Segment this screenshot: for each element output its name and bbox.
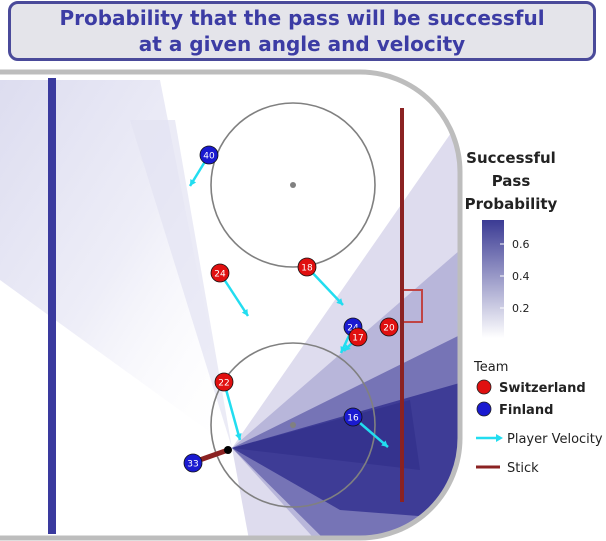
velocity-arrowhead-24 xyxy=(340,346,347,353)
legend-switzerland-label: Switzerland xyxy=(499,381,586,396)
player-number: 33 xyxy=(187,460,198,470)
player-switzerland-22: 22 xyxy=(214,372,234,392)
player-switzerland-17: 17 xyxy=(348,327,368,347)
team-legend-title: Team xyxy=(473,360,508,375)
faceoff-dot-top xyxy=(290,182,296,188)
legend-finland-dot xyxy=(476,401,492,417)
player-marker xyxy=(297,257,317,277)
legend-stick-label: Stick xyxy=(507,461,539,476)
legend-switzerland-dot xyxy=(476,379,492,395)
player-number: 22 xyxy=(218,379,229,389)
goal-crease xyxy=(404,289,423,323)
title-banner: Probability that the pass will be succes… xyxy=(8,1,596,61)
player-marker xyxy=(348,327,368,347)
title-line-1: Probability that the pass will be succes… xyxy=(59,6,545,30)
probability-heatmap xyxy=(0,72,460,538)
velocity-arrowhead-16 xyxy=(381,440,388,447)
player-number: 24 xyxy=(347,324,359,334)
player-marker xyxy=(199,145,219,165)
rink-boards xyxy=(0,69,463,541)
player-number: 16 xyxy=(347,414,359,424)
title-line-2: at a given angle and velocity xyxy=(138,32,466,56)
velocity-arrowhead-24 xyxy=(241,309,248,316)
velocity-arrowhead-17 xyxy=(344,344,351,351)
faceoff-dot-bottom xyxy=(290,422,296,428)
legend-title-1: Successful xyxy=(466,149,556,167)
colorbar xyxy=(482,220,504,338)
player-switzerland-20: 20 xyxy=(379,317,399,337)
colorbar-label-04: 0.4 xyxy=(512,270,530,283)
line-legend: Player Velocity Stick xyxy=(476,432,603,476)
player-marker xyxy=(210,263,230,283)
player-marker xyxy=(214,372,234,392)
player-number: 24 xyxy=(214,270,226,280)
probability-legend: Successful Pass Probability 0.6 0.4 0.2 xyxy=(465,149,558,338)
player-switzerland-18: 18 xyxy=(297,257,317,277)
player-finland-33: 33 xyxy=(183,453,203,473)
legend-finland-label: Finland xyxy=(499,403,553,418)
puck xyxy=(224,446,232,454)
player-number: 18 xyxy=(301,264,313,274)
player-marker xyxy=(343,407,363,427)
legend-title-2: Pass xyxy=(492,172,531,190)
velocity-arrowhead-22 xyxy=(235,433,242,440)
blue-line xyxy=(48,78,56,534)
player-number: 40 xyxy=(203,152,215,162)
goal-line xyxy=(400,108,404,502)
faceoff-circle-top xyxy=(210,102,376,268)
velocity-arrowhead-18 xyxy=(336,298,343,305)
velocity-arrow-22 xyxy=(222,381,242,441)
velocity-arrowhead-40 xyxy=(190,179,197,186)
team-legend: Team Switzerland Finland xyxy=(473,360,586,418)
player-marker xyxy=(183,453,203,473)
player-number: 17 xyxy=(352,334,363,344)
player-marker xyxy=(379,317,399,337)
player-finland-40: 40 xyxy=(199,145,219,165)
colorbar-label-02: 0.2 xyxy=(512,302,530,315)
faceoff-circle-bottom xyxy=(210,342,376,508)
player-switzerland-24: 24 xyxy=(210,263,230,283)
legend-velocity-arrowhead xyxy=(496,434,503,442)
player-finland-16: 16 xyxy=(343,407,363,427)
legend-velocity-label: Player Velocity xyxy=(507,432,603,447)
colorbar-label-06: 0.6 xyxy=(512,238,530,251)
legend-title-3: Probability xyxy=(465,195,558,213)
player-number: 20 xyxy=(383,324,395,334)
